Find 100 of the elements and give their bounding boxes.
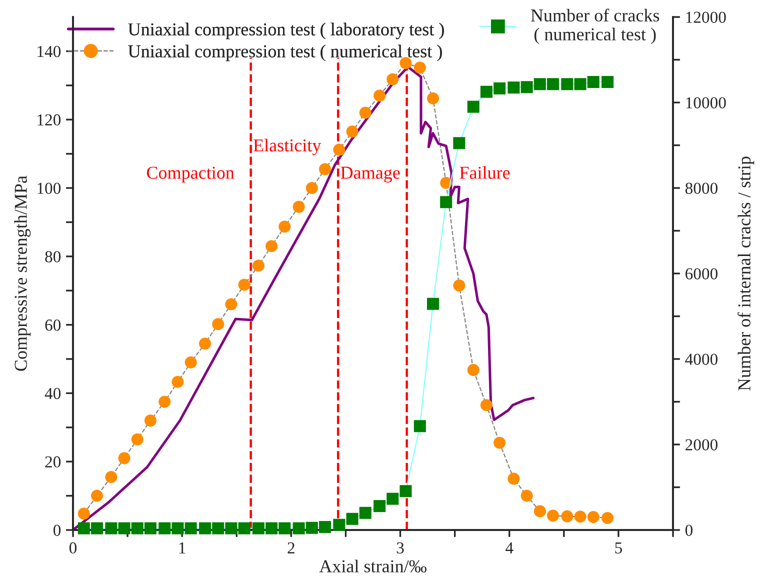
point bbox=[306, 522, 318, 534]
point bbox=[520, 81, 533, 94]
point bbox=[118, 522, 130, 534]
point bbox=[574, 78, 586, 90]
point bbox=[78, 508, 90, 520]
y-tick-label: 60 bbox=[45, 320, 61, 331]
point bbox=[90, 490, 104, 502]
point bbox=[346, 512, 358, 525]
point bbox=[414, 420, 426, 432]
y-tick-label: 140 bbox=[38, 46, 61, 58]
y-tick-label: 120 bbox=[38, 114, 61, 126]
point bbox=[453, 137, 466, 150]
point bbox=[225, 522, 238, 534]
point bbox=[440, 196, 452, 208]
point bbox=[587, 510, 600, 524]
annotation: Failure bbox=[460, 166, 510, 179]
point bbox=[252, 522, 264, 534]
point bbox=[184, 522, 197, 534]
point bbox=[105, 470, 118, 484]
point bbox=[400, 485, 412, 498]
point bbox=[574, 510, 586, 523]
y-tick-label: 100 bbox=[38, 182, 61, 194]
point bbox=[144, 414, 156, 427]
y-tick-label: 40 bbox=[44, 388, 61, 400]
point bbox=[400, 57, 412, 70]
point bbox=[467, 364, 480, 376]
point bbox=[238, 522, 250, 534]
point bbox=[587, 76, 600, 88]
point bbox=[238, 278, 250, 291]
point bbox=[131, 433, 144, 446]
point bbox=[158, 396, 171, 408]
point bbox=[318, 163, 332, 176]
x-tick-label: 2 bbox=[288, 542, 294, 554]
x-axis-title: Axial strain/‰ bbox=[319, 560, 426, 572]
point bbox=[333, 518, 346, 531]
point bbox=[118, 452, 130, 464]
y-tick-label: 0 bbox=[53, 524, 61, 536]
annotation: Compaction bbox=[146, 166, 234, 183]
y2-tick-label: 12000 bbox=[686, 12, 726, 23]
point bbox=[426, 298, 440, 310]
point bbox=[480, 86, 492, 98]
point bbox=[172, 376, 184, 388]
point bbox=[266, 522, 278, 534]
point bbox=[333, 144, 346, 156]
point bbox=[534, 505, 546, 518]
point bbox=[508, 82, 520, 94]
legend-label: Number of cracks ( numerical test ) bbox=[530, 8, 660, 44]
point bbox=[158, 522, 171, 534]
x-tick-label: 1 bbox=[179, 542, 186, 554]
point bbox=[426, 92, 440, 104]
point bbox=[198, 522, 212, 534]
y2-tick-label: 4000 bbox=[685, 354, 718, 365]
y-tick-label: 80 bbox=[45, 251, 61, 262]
point bbox=[494, 436, 506, 449]
point bbox=[602, 76, 614, 88]
point bbox=[359, 506, 372, 519]
point bbox=[561, 78, 574, 90]
y-tick-label: 20 bbox=[45, 456, 61, 468]
y2-tick-label: 0 bbox=[685, 524, 693, 536]
point bbox=[602, 512, 614, 524]
legend-label: Uniaxial compression test ( numerical test ) bbox=[128, 44, 442, 62]
point bbox=[252, 260, 264, 272]
point bbox=[494, 82, 506, 94]
point bbox=[374, 500, 386, 512]
x-tick-label: 5 bbox=[615, 542, 622, 554]
point bbox=[508, 472, 520, 485]
point bbox=[480, 399, 492, 412]
x-tick-label: 3 bbox=[396, 542, 404, 554]
point bbox=[386, 73, 399, 86]
point bbox=[184, 356, 197, 368]
point bbox=[318, 520, 332, 534]
point bbox=[292, 200, 305, 213]
point bbox=[266, 240, 278, 252]
point bbox=[561, 510, 574, 522]
point bbox=[453, 279, 466, 292]
y2-tick-label: 2000 bbox=[686, 439, 718, 450]
point bbox=[414, 62, 426, 74]
point bbox=[212, 522, 224, 534]
point bbox=[534, 78, 546, 90]
point bbox=[131, 522, 144, 534]
point bbox=[346, 126, 358, 138]
point bbox=[467, 100, 480, 113]
point bbox=[90, 522, 104, 534]
point bbox=[278, 220, 291, 233]
point bbox=[546, 78, 560, 90]
y2-tick-label: 6000 bbox=[686, 268, 718, 280]
point bbox=[306, 182, 318, 194]
point bbox=[278, 522, 291, 534]
point bbox=[546, 510, 560, 522]
point bbox=[386, 492, 399, 505]
x-tick-label: 0 bbox=[69, 542, 77, 554]
annotation: Damage bbox=[340, 166, 400, 183]
point bbox=[374, 90, 386, 102]
annotation: Elasticity bbox=[254, 138, 322, 156]
y2-tick-label: 10000 bbox=[686, 97, 726, 108]
point bbox=[172, 522, 184, 534]
point bbox=[198, 338, 212, 350]
point bbox=[78, 522, 90, 534]
point bbox=[359, 106, 372, 119]
y2-axis-title: Number of internal cracks / strip bbox=[738, 156, 754, 391]
